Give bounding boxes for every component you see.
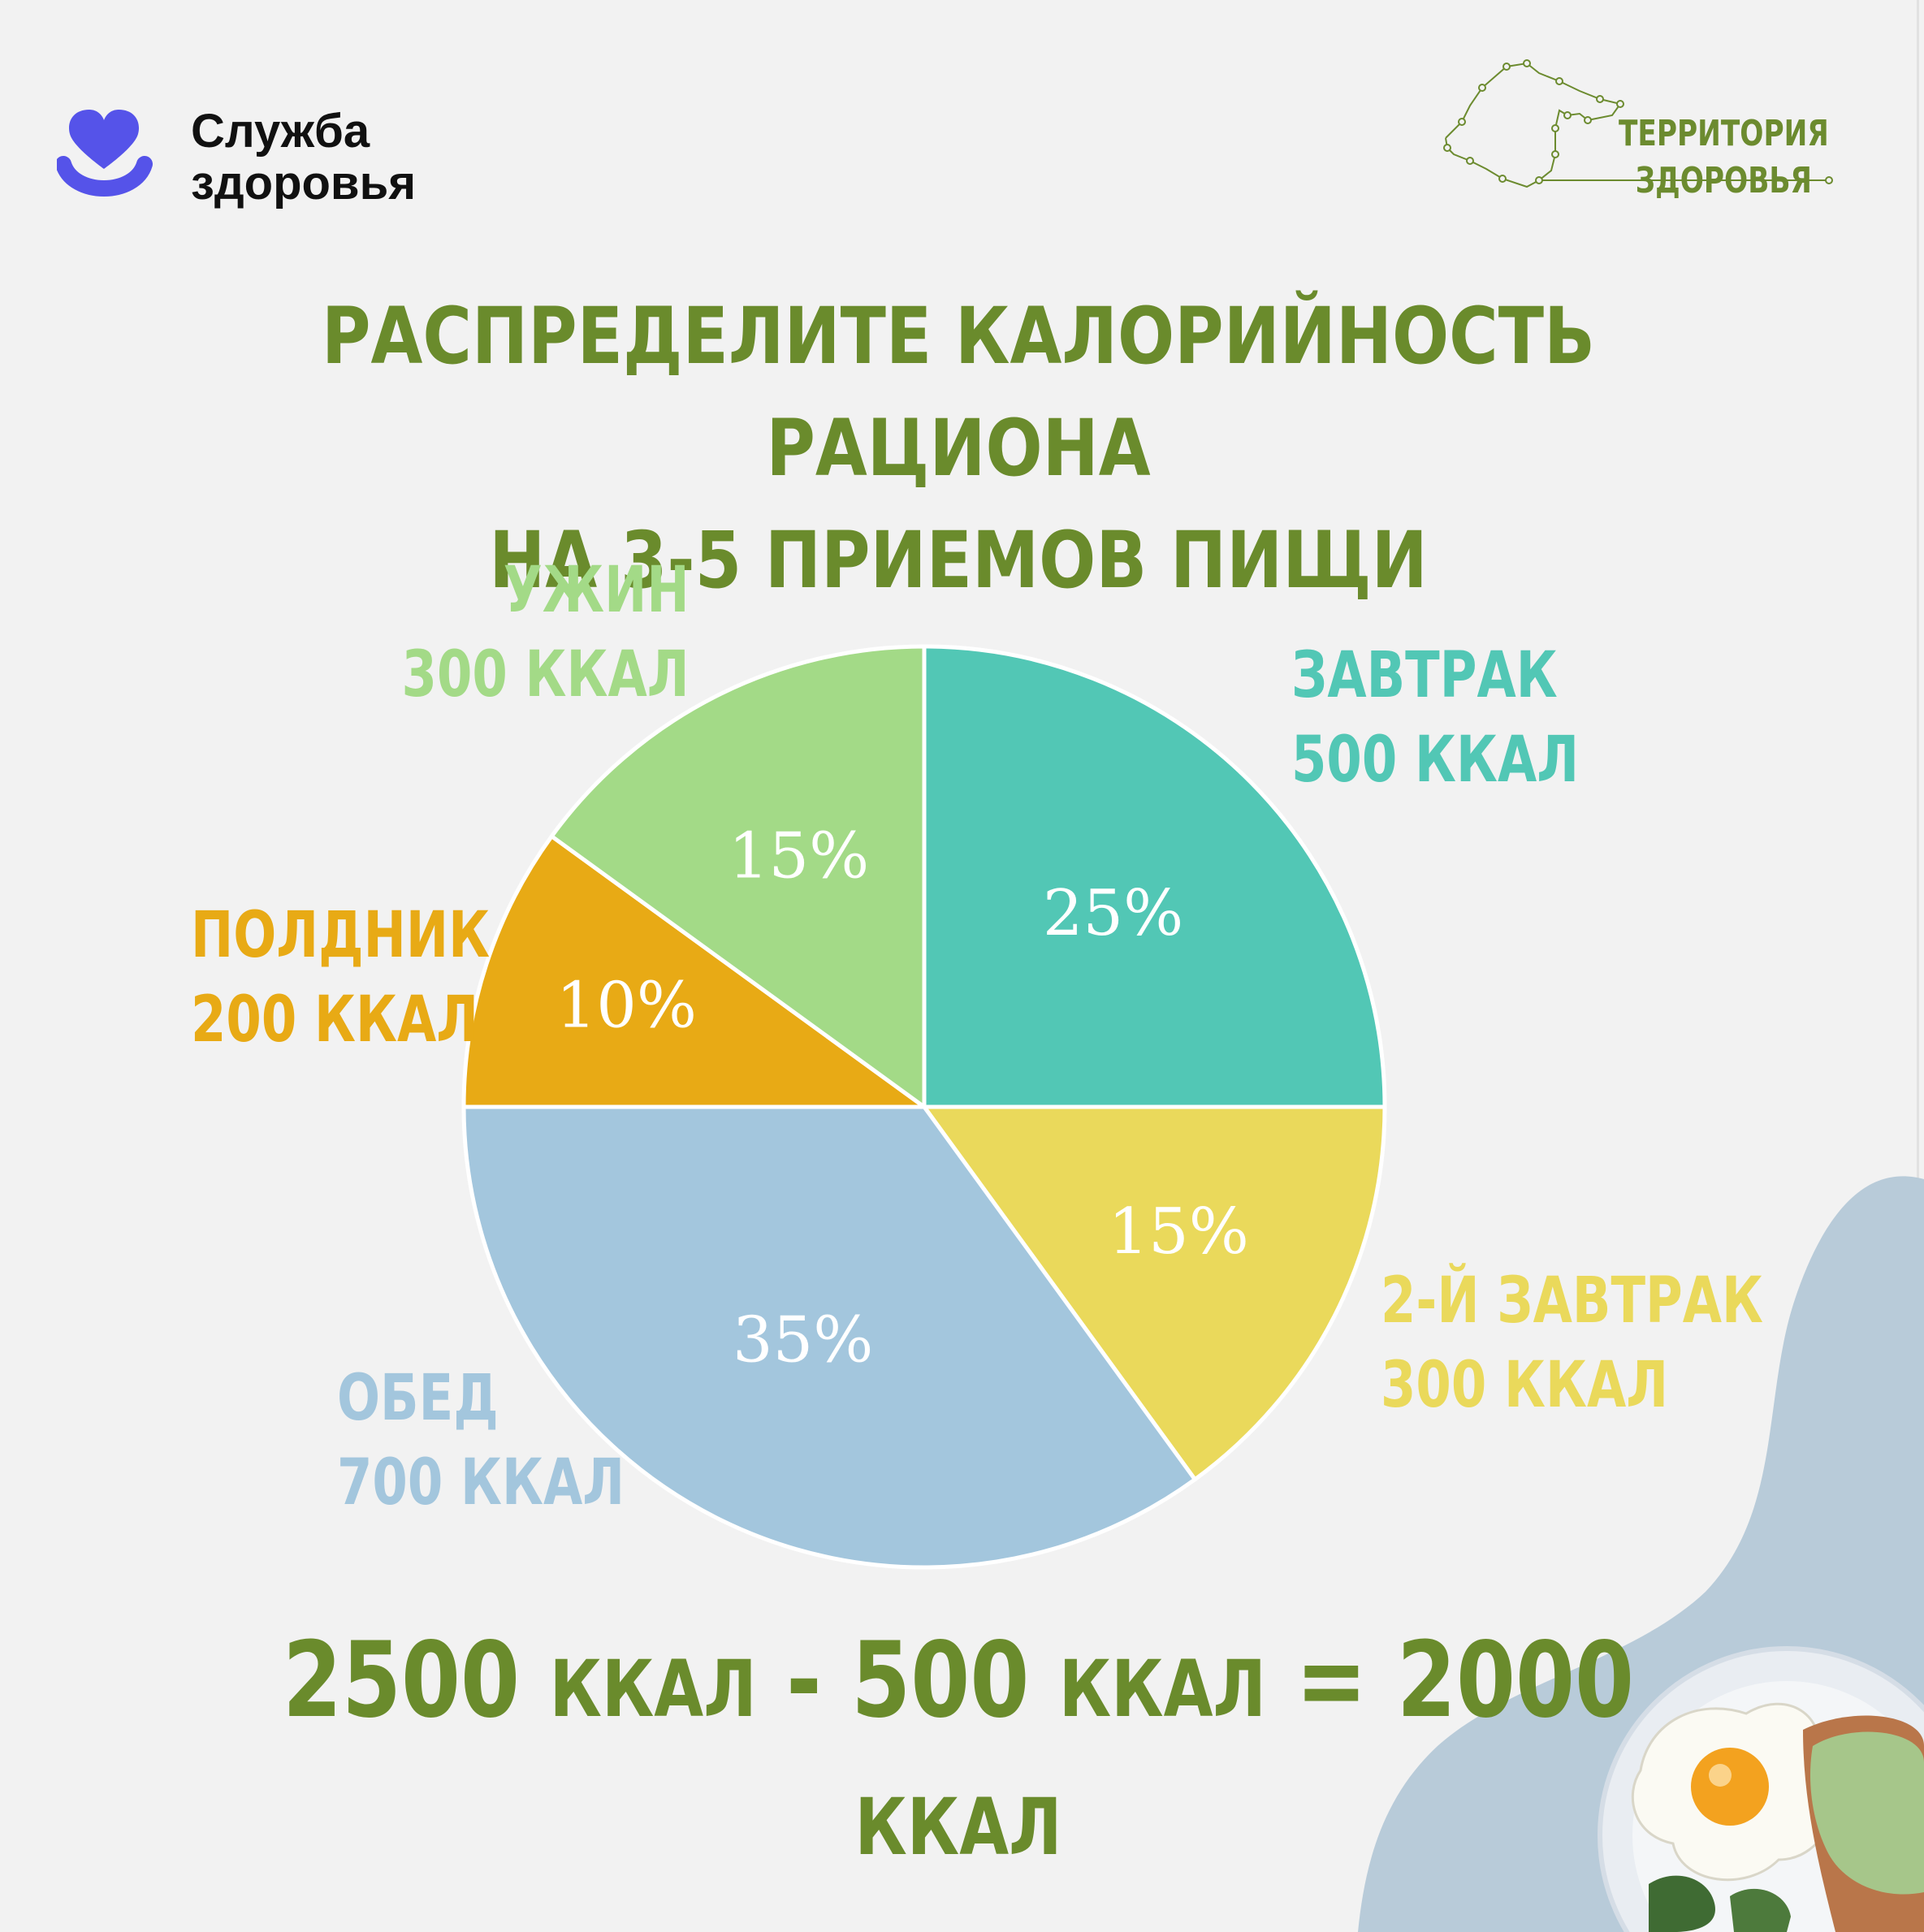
equation-unit: ККАЛ xyxy=(1058,1644,1266,1735)
pie-slice-second-breakfast xyxy=(922,1104,1387,1482)
equation-unit: ККАЛ xyxy=(549,1644,757,1735)
frame-line xyxy=(1917,0,1919,1932)
brand-name-left: Служба здоровья xyxy=(191,106,416,210)
label-breakfast: ЗАВТРАК 500 ККАЛ xyxy=(1291,633,1651,802)
slice-kcal: 500 ККАЛ xyxy=(1291,724,1580,797)
slice-name: 2-Й ЗАВТРАК xyxy=(1381,1264,1764,1338)
heart-smile-icon xyxy=(57,110,153,197)
title-line-1: РАСПРЕДЕЛИТЕ КАЛОРИЙНОСТЬ РАЦИОНА xyxy=(322,291,1595,494)
percent-label-afternoon-snack: 10% xyxy=(556,969,697,1042)
percent-label-breakfast: 25% xyxy=(1043,877,1183,950)
title-line-2: НА 3-5 ПРИЕМОВ ПИЩИ xyxy=(489,515,1428,606)
pie-slice-dinner xyxy=(549,644,927,1109)
calorie-equation: 2500 ККАЛ - 500 ККАЛ = 2000 ККАЛ xyxy=(81,1616,1835,1892)
slice-kcal: 200 ККАЛ xyxy=(191,983,479,1057)
region-map-icon xyxy=(1443,59,1833,188)
percent-label-second-breakfast: 15% xyxy=(1109,1195,1249,1269)
equation-result: 2000 xyxy=(1396,1620,1635,1741)
slice-kcal: 700 ККАЛ xyxy=(337,1446,625,1519)
slice-kcal: 300 ККАЛ xyxy=(401,638,690,711)
slice-name: УЖИН xyxy=(504,554,690,627)
equation-unit: ККАЛ xyxy=(854,1782,1062,1873)
brand-line-1: Служба xyxy=(191,105,370,158)
brand-logo-right: ТЕРРИТОРИЯ ЗДОРОВЬЯ xyxy=(1438,57,1835,219)
slice-name: ЗАВТРАК xyxy=(1291,639,1558,712)
brand-name-right: ТЕРРИТОРИЯ ЗДОРОВЬЯ xyxy=(1619,110,1829,205)
label-lunch: ОБЕД 700 ККАЛ xyxy=(337,1356,697,1525)
slice-name: ПОЛДНИК xyxy=(191,899,491,972)
page-title: РАСПРЕДЕЛИТЕ КАЛОРИЙНОСТЬ РАЦИОНА НА 3-5… xyxy=(81,280,1835,616)
percent-label-dinner: 15% xyxy=(729,819,869,893)
pie-slice-breakfast xyxy=(922,644,1387,1109)
percent-label-lunch: 35% xyxy=(733,1304,873,1377)
equation-minus: - xyxy=(786,1620,822,1741)
equation-deficit: 500 xyxy=(851,1620,1030,1741)
label-afternoon-snack: ПОЛДНИК 200 ККАЛ xyxy=(191,893,564,1062)
brand-right-line-2: ЗДОРОВЬЯ xyxy=(1636,160,1813,201)
slice-kcal: 300 ККАЛ xyxy=(1381,1349,1669,1422)
brand-line-2: здоровья xyxy=(191,157,417,210)
label-dinner: УЖИН 300 ККАЛ xyxy=(330,548,690,717)
equation-total: 2500 xyxy=(282,1620,521,1741)
pie-slice-afternoon-snack xyxy=(461,834,927,1109)
brand-right-line-1: ТЕРРИТОРИЯ xyxy=(1619,113,1829,154)
pie-slice-lunch xyxy=(461,1104,1197,1570)
slice-name: ОБЕД xyxy=(337,1362,499,1435)
label-second-breakfast: 2-Й ЗАВТРАК 300 ККАЛ xyxy=(1381,1259,1859,1428)
brand-logo-left: Служба здоровья xyxy=(57,106,512,211)
equation-equals: = xyxy=(1295,1620,1368,1741)
